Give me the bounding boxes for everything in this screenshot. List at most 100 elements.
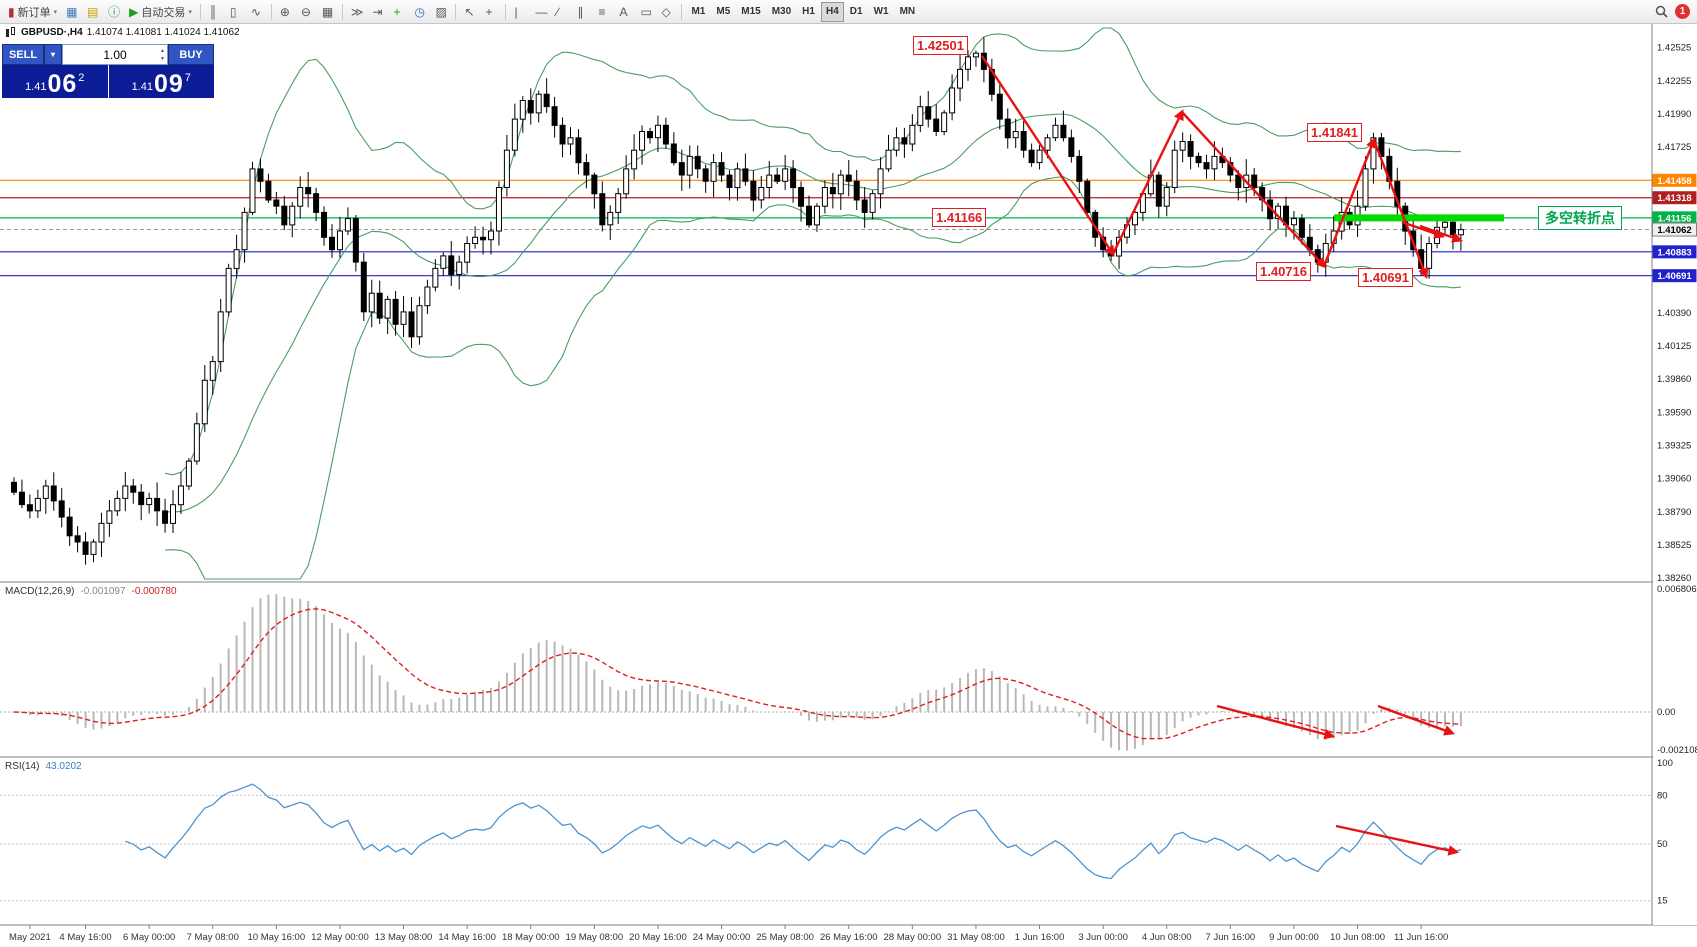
cursor-icon[interactable]: ↖ — [460, 2, 480, 22]
price-badge — [1652, 173, 1697, 187]
sell-button[interactable]: SELL — [2, 44, 44, 65]
zoom-out-icon[interactable]: ⊖ — [297, 2, 317, 22]
chart-title: GBPUSD·,H4 1.41074 1.41081 1.41024 1.410… — [5, 27, 240, 38]
drawn-annotations[interactable] — [980, 55, 1504, 856]
time-axis-label[interactable]: May 2021 — [9, 932, 51, 943]
time-axis-label[interactable]: 11 Jun 16:00 — [1394, 932, 1448, 943]
trend-arrow[interactable] — [1419, 224, 1464, 243]
templates-icon[interactable]: ▨ — [431, 2, 451, 22]
trend-arrow[interactable] — [1216, 704, 1336, 740]
vertical-line-icon[interactable]: | — [510, 2, 530, 22]
line-chart-icon[interactable]: ∿ — [247, 2, 267, 22]
main-toolbar: ▮ 新订单 ▾ ▦ ▤ ⓘ ▶ 自动交易 ▾ ║ ▯ ∿ ⊕ ⊖ ▦ ≫ ⇥ + ◷ ▨ ↖ + | — ∕ ∥ ≡ A ▭ ◇ M1 M5 M… — [0, 0, 1697, 24]
time-axis-label[interactable]: 6 May 00:00 — [123, 932, 175, 943]
time-axis-label[interactable]: 3 Jun 00:00 — [1078, 932, 1128, 943]
timeframe-m1-button[interactable]: M1 — [686, 2, 710, 22]
time-axis-label[interactable]: 26 May 16:00 — [820, 932, 878, 943]
trend-arrow[interactable] — [1377, 704, 1456, 736]
zoom-in-icon[interactable]: ⊕ — [276, 2, 296, 22]
search-icon[interactable] — [1655, 5, 1668, 18]
one-click-menu-icon[interactable]: ▾ — [44, 44, 62, 65]
new-order-button[interactable]: ▮ 新订单 ▾ — [4, 2, 61, 22]
auto-trading-button[interactable]: ▶ 自动交易 ▾ — [125, 2, 196, 22]
buy-button[interactable]: BUY — [168, 44, 214, 65]
toolbar-separator — [505, 3, 507, 20]
timeframe-m15-button[interactable]: M15 — [736, 2, 765, 22]
macd-signal-value: -0.000780 — [131, 586, 177, 597]
tile-windows-icon[interactable]: ▦ — [318, 2, 338, 22]
lot-decrease-icon[interactable]: ▼ — [160, 56, 165, 62]
price-axis[interactable]: 1.42525 1.42255 1.41990 1.41725 1.40390 1.401… — [1651, 24, 1697, 925]
timeframe-h4-button[interactable]: H4 — [820, 1, 844, 22]
rsi-axis-label: 80 — [1657, 790, 1668, 801]
turning-point-annotation[interactable]: 多空转折点 — [1538, 206, 1622, 230]
bar-chart-icon[interactable]: ║ — [205, 2, 225, 22]
price-callout[interactable]: 1.41841 — [1307, 123, 1362, 142]
price-callout[interactable]: 1.41166 — [932, 208, 987, 227]
timeframe-m30-button[interactable]: M30 — [767, 2, 796, 22]
auto-scroll-icon[interactable]: ≫ — [347, 2, 368, 22]
text-label-icon[interactable]: A — [615, 2, 635, 22]
channel-icon[interactable]: ∥ — [573, 2, 593, 22]
time-axis-label[interactable]: 28 May 00:00 — [884, 932, 942, 943]
time-axis-label[interactable]: 1 Jun 16:00 — [1015, 932, 1065, 943]
time-axis-label[interactable]: 10 May 16:00 — [248, 932, 306, 943]
time-axis-label[interactable]: 12 May 00:00 — [311, 932, 369, 943]
data-window-icon[interactable]: ⓘ — [104, 2, 124, 22]
time-axis[interactable]: May 2021 4 May 16:00 6 May 00:00 7 May 08:0… — [9, 925, 1448, 943]
trendline-icon[interactable]: ∕ — [552, 2, 572, 22]
time-axis-label[interactable]: 20 May 16:00 — [629, 932, 687, 943]
notification-badge[interactable]: 1 — [1675, 4, 1690, 19]
turning-point-bar[interactable] — [1334, 214, 1504, 222]
time-axis-label[interactable]: 24 May 00:00 — [693, 932, 751, 943]
trend-arrow[interactable] — [980, 55, 1115, 257]
candlestick-chart-icon[interactable]: ▯ — [226, 2, 246, 22]
shapes-icon[interactable]: ◇ — [657, 2, 677, 22]
price-callout[interactable]: 1.40691 — [1358, 268, 1413, 287]
arrow-object-icon[interactable]: ▭ — [636, 2, 656, 22]
mini-candles-icon — [6, 27, 15, 37]
indicators-add-icon[interactable]: + — [389, 2, 409, 22]
lot-size-input[interactable]: 1.00 ▲ ▼ — [62, 44, 168, 65]
time-axis-label[interactable]: 9 Jun 00:00 — [1269, 932, 1319, 943]
profiles-icon[interactable]: ▤ — [83, 2, 103, 22]
time-axis-label[interactable]: 31 May 08:00 — [947, 932, 1005, 943]
time-axis-label[interactable]: 18 May 00:00 — [502, 932, 560, 943]
timeframe-d1-button[interactable]: D1 — [845, 2, 868, 22]
price-callout[interactable]: 1.42501 — [913, 36, 968, 55]
trend-arrow[interactable] — [1372, 139, 1429, 280]
time-axis-label[interactable]: 14 May 16:00 — [438, 932, 496, 943]
fibonacci-icon[interactable]: ≡ — [594, 2, 614, 22]
chart-shift-icon[interactable]: ⇥ — [368, 2, 388, 22]
crosshair-icon[interactable]: + — [481, 2, 501, 22]
time-axis-label[interactable]: 13 May 08:00 — [375, 932, 433, 943]
timeframe-mn-button[interactable]: MN — [895, 2, 921, 22]
trend-arrow[interactable] — [1111, 109, 1184, 255]
time-axis-label[interactable]: 25 May 08:00 — [756, 932, 814, 943]
lot-increase-icon[interactable]: ▲ — [160, 48, 165, 54]
timeframe-h1-button[interactable]: H1 — [797, 2, 820, 22]
horizontal-line-icon[interactable]: — — [531, 2, 551, 22]
period-clock-icon[interactable]: ◷ — [410, 2, 430, 22]
trend-arrow[interactable] — [1181, 111, 1327, 269]
timeframe-m5-button[interactable]: M5 — [711, 2, 735, 22]
chart-window-icon[interactable]: ▦ — [62, 2, 82, 22]
macd-label: MACD(12,26,9) -0.001097 -0.000780 — [5, 586, 177, 597]
trend-arrow[interactable] — [1401, 220, 1446, 239]
price-callout[interactable]: 1.40716 — [1256, 262, 1311, 281]
macd-indicator-name: MACD(12,26,9) — [5, 586, 75, 597]
time-axis-label[interactable]: 4 Jun 08:00 — [1142, 932, 1192, 943]
time-axis-label[interactable]: 4 May 16:00 — [59, 932, 111, 943]
time-axis-label[interactable]: 19 May 08:00 — [566, 932, 624, 943]
trend-arrow[interactable] — [1322, 136, 1377, 267]
trend-arrow[interactable] — [1335, 824, 1460, 856]
timeframe-w1-button[interactable]: W1 — [869, 2, 894, 22]
chevron-down-icon: ▾ — [53, 8, 58, 16]
buy-price-display[interactable]: 1.41 09 7 — [108, 65, 214, 98]
time-axis-label[interactable]: 7 May 08:00 — [187, 932, 239, 943]
sell-price-display[interactable]: 1.41 06 2 — [2, 65, 108, 98]
time-axis-label[interactable]: 7 Jun 16:00 — [1206, 932, 1256, 943]
time-axis-label[interactable]: 10 Jun 08:00 — [1330, 932, 1385, 943]
